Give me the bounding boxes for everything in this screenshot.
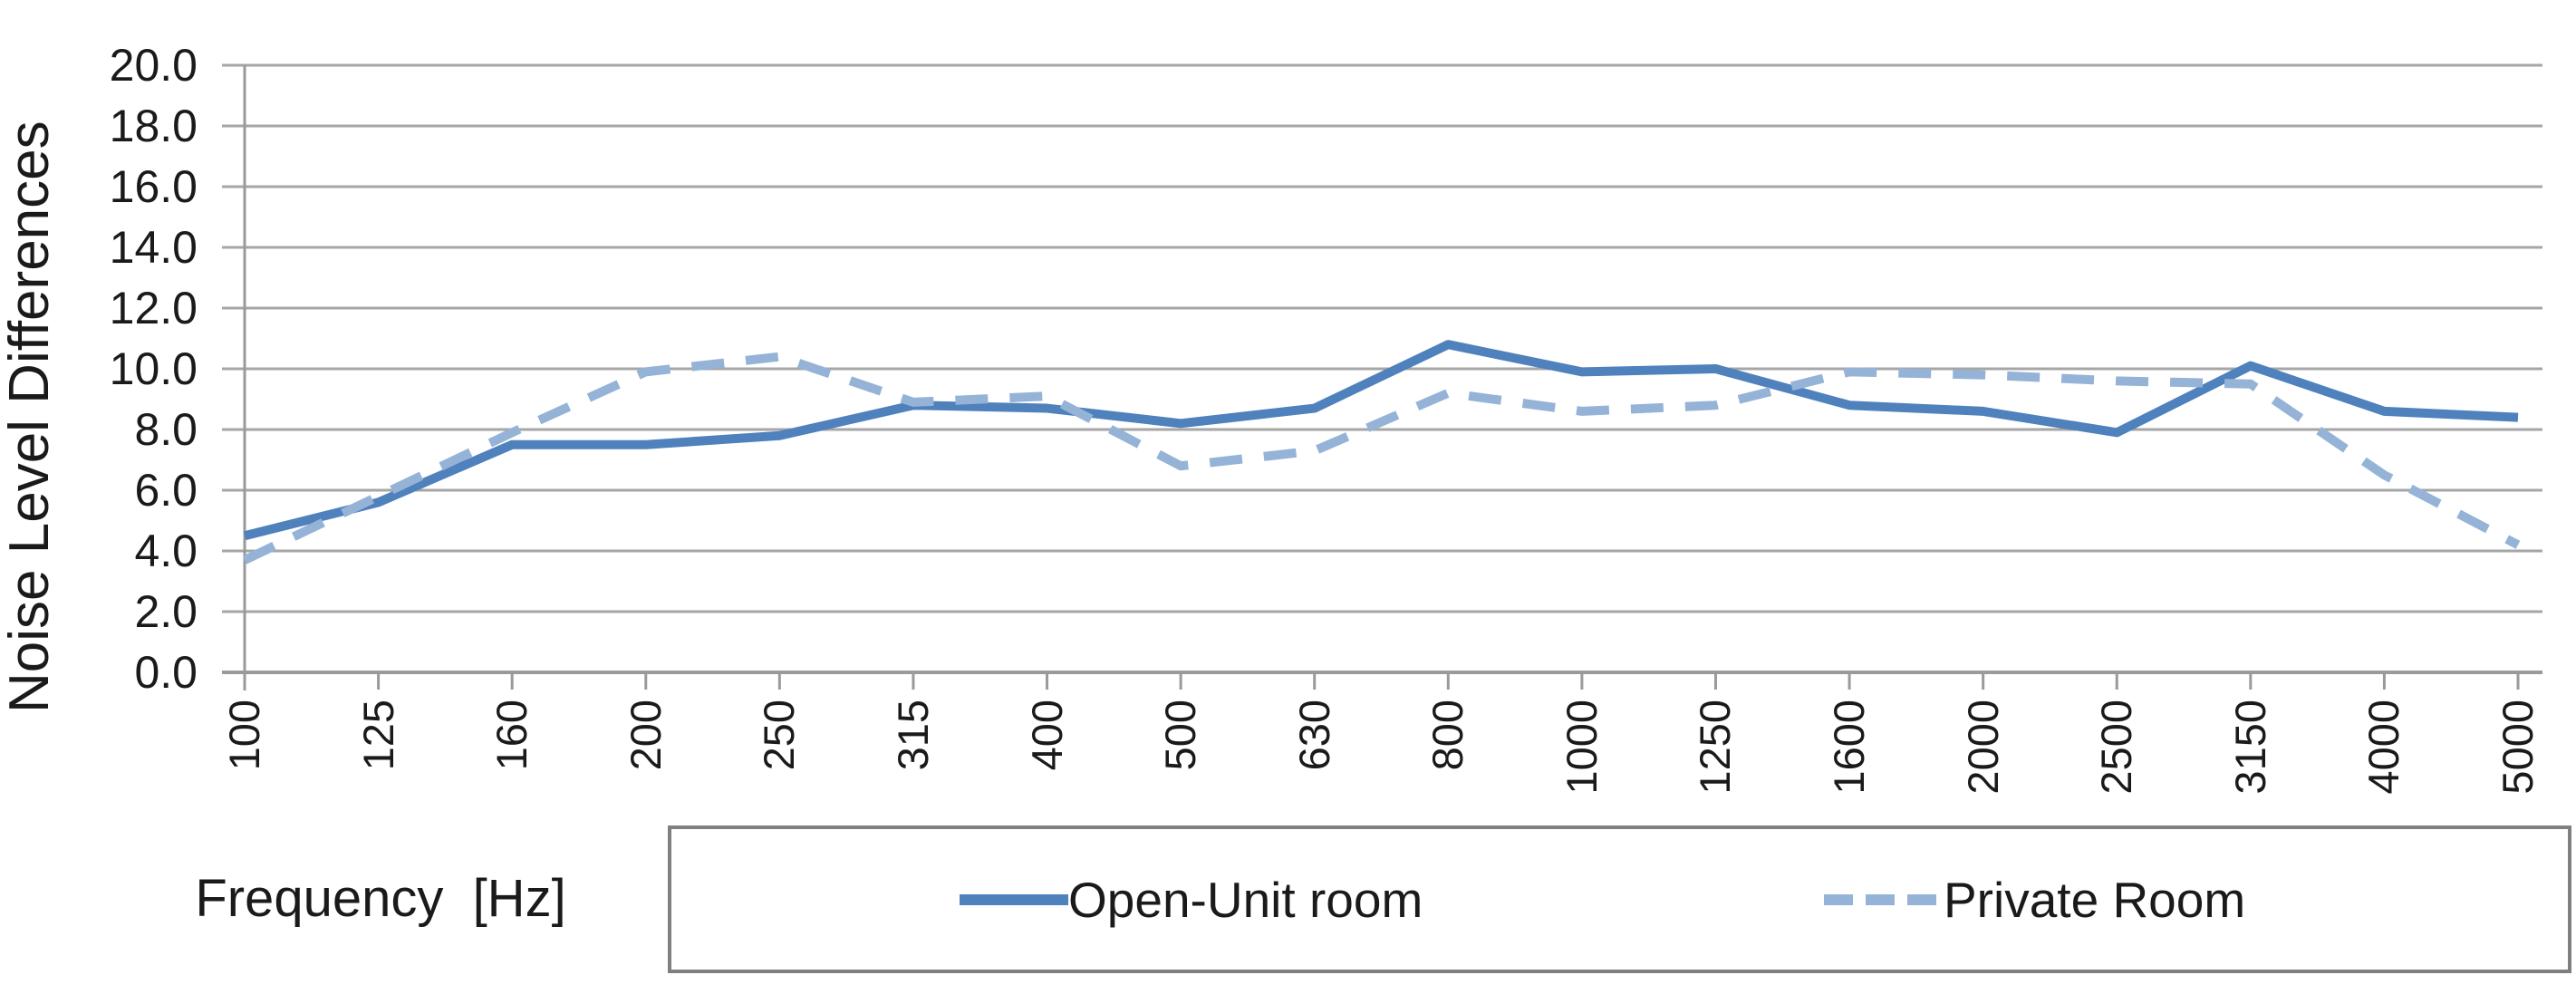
legend: Open-Unit room Private Room <box>668 825 2571 973</box>
series-line-private-room <box>242 352 2521 565</box>
x-tick-label: 125 <box>353 700 402 771</box>
y-tick-label: 8.0 <box>134 404 198 455</box>
y-tick-label: 6.0 <box>134 465 198 516</box>
x-tick-label: 160 <box>487 700 536 771</box>
x-tick-label: 100 <box>220 700 268 771</box>
x-tick-label: 800 <box>1423 700 1472 771</box>
legend-label-private-room: Private Room <box>1944 871 2246 928</box>
y-tick-label: 4.0 <box>134 526 198 576</box>
x-tick-label: 5000 <box>2494 700 2542 795</box>
x-tick-label: 630 <box>1289 700 1338 771</box>
legend-label-open-unit-room: Open-Unit room <box>1068 871 1423 928</box>
y-tick-label: 20.0 <box>109 40 198 91</box>
x-tick-label: 1600 <box>1825 700 1874 795</box>
x-tick-label: 4000 <box>2359 700 2408 795</box>
x-tick-label: 400 <box>1022 700 1071 771</box>
y-tick-label: 16.0 <box>109 161 198 212</box>
series-line-open-unit-room <box>243 340 2519 541</box>
x-tick-label: 250 <box>755 700 804 771</box>
y-tick-label: 14.0 <box>109 222 198 273</box>
y-tick-label: 0.0 <box>134 647 198 698</box>
x-tick-label: 315 <box>888 700 937 771</box>
x-tick-label: 1000 <box>1557 700 1606 795</box>
x-tick-label: 2500 <box>2092 700 2141 795</box>
y-tick-label: 2.0 <box>134 586 198 637</box>
dashed-line-swatch-icon <box>1824 893 1944 905</box>
x-tick-label: 200 <box>621 700 670 771</box>
x-axis-title: Frequency [Hz] <box>195 869 566 928</box>
y-tick-label: 18.0 <box>109 101 198 151</box>
solid-line-swatch-icon <box>960 893 1068 905</box>
legend-item-open-unit-room: Open-Unit room <box>960 829 1423 970</box>
legend-item-private-room: Private Room <box>1824 829 2245 970</box>
y-tick-label: 12.0 <box>109 283 198 333</box>
y-tick-label: 10.0 <box>109 343 198 394</box>
x-tick-label: 1250 <box>1691 700 1740 795</box>
x-tick-label: 500 <box>1156 700 1205 771</box>
x-tick-label: 2000 <box>1958 700 2007 795</box>
x-tick-label: 3150 <box>2225 700 2274 795</box>
